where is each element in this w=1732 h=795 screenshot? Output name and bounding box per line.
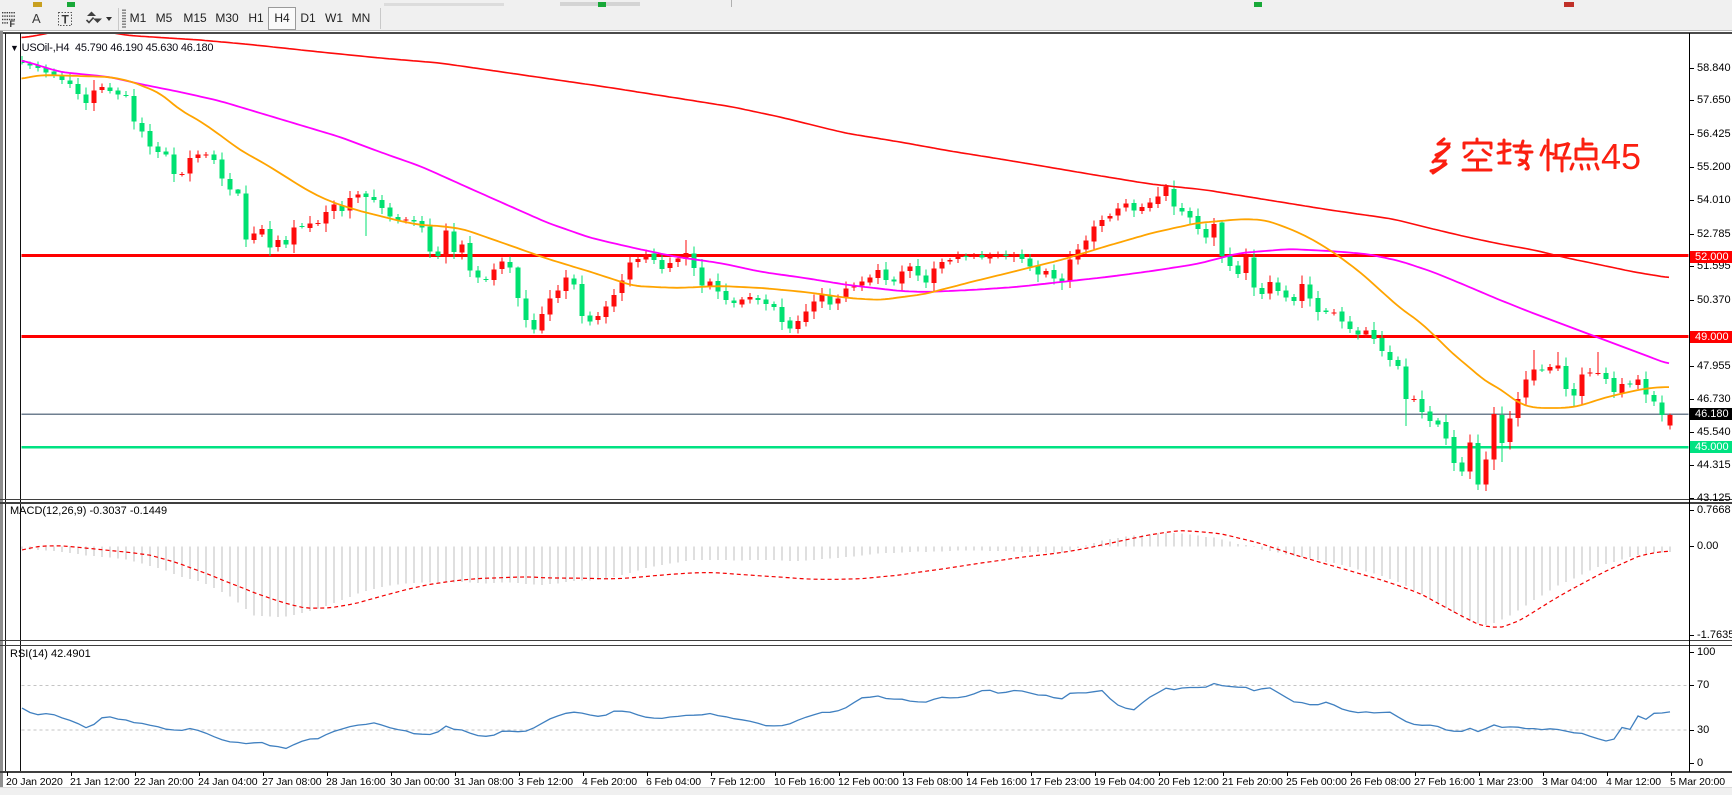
svg-text:F: F: [10, 19, 16, 29]
svg-text:T: T: [62, 13, 70, 27]
svg-text:45: 45: [1601, 136, 1641, 177]
svg-text:A: A: [32, 11, 41, 26]
